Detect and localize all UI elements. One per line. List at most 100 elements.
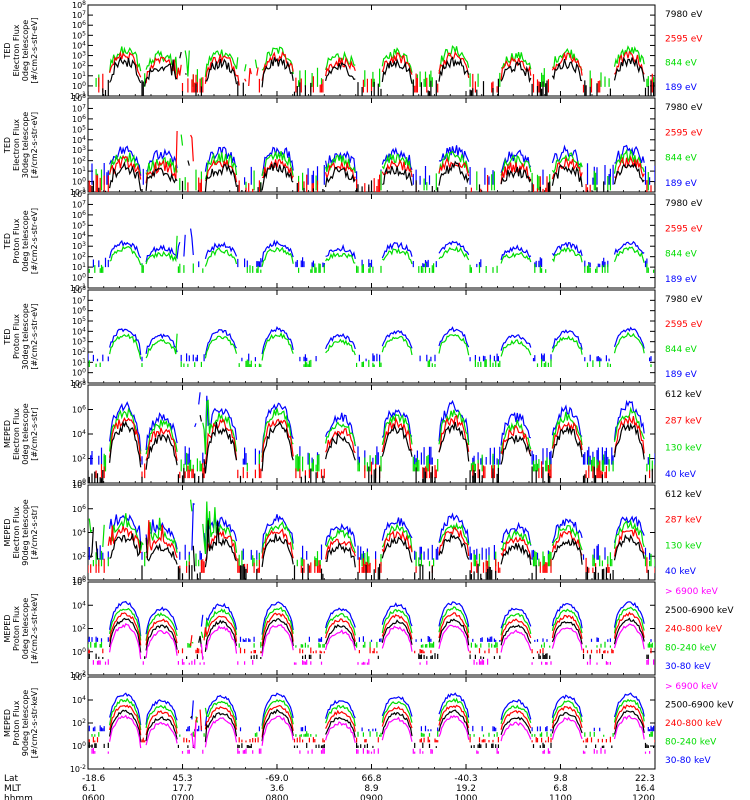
x-tick-mlt: 3.6 <box>270 784 285 794</box>
series-group <box>88 692 655 754</box>
y-tick-label: 106 <box>72 504 86 514</box>
legend-entry: 40 keV <box>665 567 697 577</box>
y-tick-label: 106 <box>72 577 86 587</box>
y-axis-label: Proton Flux <box>12 700 21 745</box>
legend-entry: 130 keV <box>665 443 702 453</box>
y-tick-label: 107 <box>72 199 86 209</box>
legend-entry: 240-800 keV <box>665 625 723 635</box>
y-tick-label: 106 <box>72 672 86 682</box>
y-axis-label: 0deg telescope <box>21 403 30 464</box>
y-axis-label: Electron Flux <box>12 506 21 558</box>
y-tick-label: 101 <box>72 71 86 81</box>
y-axis-label: [#/cm2-s-str-eV] <box>30 303 39 369</box>
legend-entry: 30-80 keV <box>665 662 711 672</box>
y-axis-label: Electron Flux <box>12 119 21 171</box>
y-tick-label: 100 <box>72 741 86 751</box>
x-tick-lat: -18.6 <box>82 774 106 784</box>
series-line <box>91 697 653 737</box>
y-tick-label: 106 <box>72 210 86 220</box>
x-tick-mlt: 17.7 <box>172 784 192 794</box>
y-tick-label: 108 <box>72 480 86 490</box>
y-axis-label: [#/cm2-s-str] <box>30 407 39 460</box>
legend-entry: 30-80 keV <box>665 756 711 766</box>
legend-entry: 612 keV <box>665 390 702 400</box>
series-line <box>92 228 648 268</box>
series-line <box>88 331 652 367</box>
legend-entry: 40 keV <box>665 470 697 480</box>
x-tick-time: 0900 <box>360 794 383 800</box>
x-tick-mlt: 8.9 <box>364 784 379 794</box>
y-tick-label: 100 <box>72 368 86 378</box>
panel-frame <box>87 289 656 384</box>
series-line <box>88 708 655 748</box>
y-tick-label: 10-1 <box>70 91 86 101</box>
x-tick-lat: 66.8 <box>361 774 381 784</box>
y-tick-label: 100 <box>72 81 86 91</box>
x-tick-time: 1000 <box>455 794 478 800</box>
y-axis-label: [#/cm2-s-str] <box>30 506 39 559</box>
legend-entry: 2595 eV <box>665 320 703 330</box>
legend-entry: 2595 eV <box>665 34 703 44</box>
series-line <box>95 414 651 479</box>
y-axis-label: TED <box>3 137 12 154</box>
series-line <box>91 160 655 192</box>
y-tick-label: 100 <box>72 177 86 187</box>
x-tick-time: 0700 <box>171 794 194 800</box>
series-group <box>88 45 655 96</box>
y-tick-label: 102 <box>72 718 86 728</box>
legend-entry: 189 eV <box>665 83 698 93</box>
y-tick-label: 102 <box>72 156 86 166</box>
x-tick-mlt: 19.2 <box>456 784 476 794</box>
x-tick-lat: 9.8 <box>553 774 568 784</box>
y-tick-label: 101 <box>72 166 86 176</box>
panel-frame <box>87 193 656 289</box>
panel-5: 108 106 104 102 100 MEPED Electron Flux 0deg te… <box>3 380 702 488</box>
y-axis-label: TED <box>3 42 12 59</box>
y-axis-label: MEPED <box>3 420 12 448</box>
series-line <box>95 45 655 87</box>
series-line <box>88 704 655 743</box>
y-axis-label: 0deg telescope <box>21 20 30 81</box>
y-tick-label: 100 <box>72 478 86 488</box>
series-line <box>88 325 652 362</box>
legend-entry: 2500-6900 keV <box>665 701 734 711</box>
y-axis-label: 30deg telescope <box>21 112 30 179</box>
y-axis-label: MEPED <box>3 519 12 547</box>
y-axis-label: [#/cm2-s-str-keV] <box>30 688 39 759</box>
y-tick-label: 106 <box>72 405 86 415</box>
y-tick-label: 106 <box>72 306 86 316</box>
y-axis-label: MEPED <box>3 615 12 643</box>
legend-entry: 7980 eV <box>665 295 703 305</box>
y-tick-label: 104 <box>72 600 86 610</box>
y-tick-label: 103 <box>72 145 86 155</box>
panel-8: 106 104 102 100 10-2 MEPED Proton Flux 90deg te… <box>3 672 734 774</box>
y-axis-label: 90deg telescope <box>21 499 30 566</box>
series-line <box>88 499 655 567</box>
y-tick-label: 108 <box>72 0 86 10</box>
legend-entry: 2595 eV <box>665 128 703 138</box>
x-tick-mlt: 6.1 <box>82 784 96 794</box>
y-tick-label: 105 <box>72 220 86 230</box>
series-line <box>88 692 655 732</box>
x-tick-time: 0800 <box>266 794 289 800</box>
y-tick-label: 102 <box>72 252 86 262</box>
y-tick-label: 105 <box>72 124 86 134</box>
x-axis-annotation: LatMLThhmm2020 Dec 09-18.66.1060045.317.… <box>4 774 655 800</box>
y-tick-label: 10-1 <box>70 187 86 197</box>
series-group <box>88 325 652 367</box>
legend-entry: 7980 eV <box>665 10 703 20</box>
y-axis-label: [#/cm2-s-str-keV] <box>30 593 39 664</box>
x-tick-time: 1200 <box>632 794 655 800</box>
legend-entry: 189 eV <box>665 370 698 380</box>
x-tick-lat: 22.3 <box>635 774 655 784</box>
legend-entry: 189 eV <box>665 275 698 285</box>
y-tick-label: 103 <box>72 241 86 251</box>
legend-entry: 2595 eV <box>665 224 703 234</box>
series-line <box>98 50 653 93</box>
y-tick-label: 104 <box>72 429 86 439</box>
y-tick-label: 107 <box>72 295 86 305</box>
x-axis-row-label: Lat <box>4 774 19 784</box>
y-axis-label: [#/cm2-s-str-eV] <box>30 17 39 83</box>
